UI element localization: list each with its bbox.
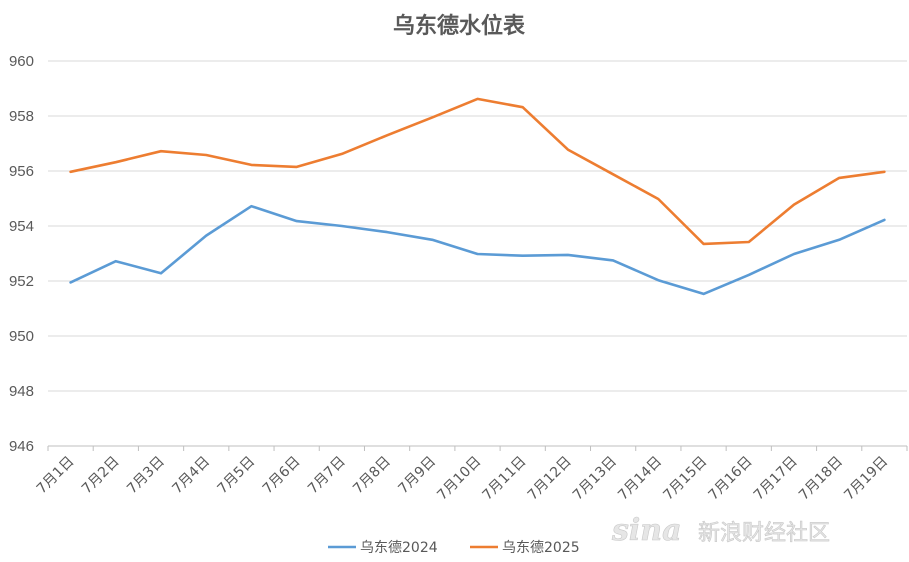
watermark-logo: sina [611, 513, 682, 548]
x-axis-ticks: 7月1日 7月2日 7月3日 7月4日 7月5日 7月6日 7月7日 7月8日 7月9日7月10… [34, 446, 908, 504]
x-tick-label: 7月11日 [480, 454, 530, 504]
chart-title: 乌东德水位表 [393, 13, 526, 39]
x-tick-label: 7月5日 [215, 454, 259, 498]
x-tick-label: 7月13日 [570, 454, 620, 504]
y-tick-label: 948 [9, 383, 34, 400]
x-tick-label: 7月4日 [169, 454, 213, 498]
y-tick-label: 958 [9, 108, 34, 125]
y-tick-label: 960 [9, 53, 34, 70]
x-tick-label: 7月15日 [660, 454, 710, 504]
y-tick-label: 954 [9, 218, 34, 235]
x-tick-label: 7月10日 [434, 454, 484, 504]
y-axis-ticks: 946 948 950 952 954 956 958 960 [9, 53, 34, 455]
x-tick-label: 7月8日 [350, 454, 394, 498]
y-tick-label: 952 [9, 273, 34, 290]
x-tick-label: 7月7日 [305, 454, 349, 498]
x-tick-label: 7月16日 [706, 454, 756, 504]
y-tick-label: 956 [9, 163, 34, 180]
watermark-text: 新浪财经社区 [698, 521, 830, 546]
x-tick-label: 7月1日 [34, 454, 78, 498]
x-tick-label: 7月3日 [124, 454, 168, 498]
x-tick-label: 7月14日 [615, 454, 665, 504]
series-line-2 [69, 97, 886, 246]
y-tick-label: 950 [9, 328, 34, 345]
watermark: sina 新浪财经社区 [611, 513, 831, 549]
x-tick-label: 7月12日 [525, 454, 575, 504]
x-tick-label: 7月19日 [841, 454, 891, 504]
x-tick-label: 7月9日 [395, 454, 439, 498]
x-tick-label: 7月6日 [260, 454, 304, 498]
series-line-1 [69, 204, 886, 296]
y-tick-label: 946 [9, 438, 34, 455]
grid [48, 60, 907, 447]
x-tick-label: 7月18日 [796, 454, 846, 504]
legend: 乌东德2024 乌东德2025 [328, 540, 580, 556]
series-layer [69, 97, 886, 296]
legend-label-2: 乌东德2025 [502, 540, 580, 556]
legend-label-1: 乌东德2024 [360, 540, 438, 556]
x-tick-label: 7月2日 [79, 454, 123, 498]
x-tick-label: 7月17日 [751, 454, 801, 504]
